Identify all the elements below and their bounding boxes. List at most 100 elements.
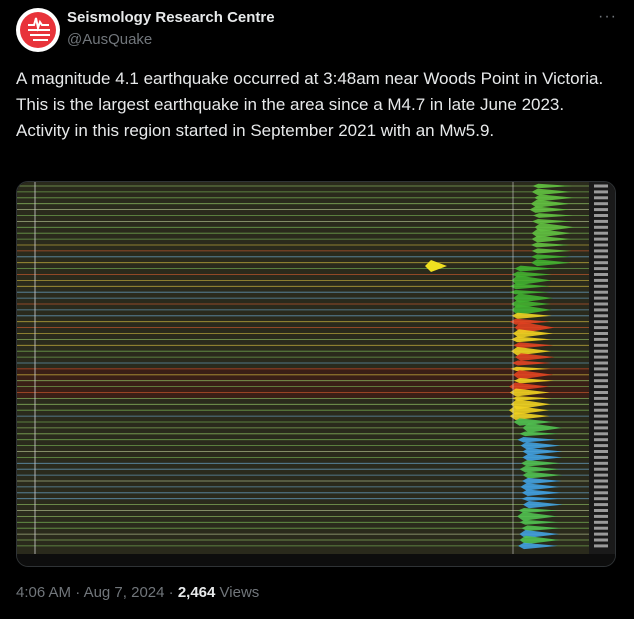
separator: · bbox=[168, 584, 174, 601]
burst bbox=[511, 312, 552, 319]
station-label bbox=[594, 308, 608, 312]
station-label bbox=[594, 444, 608, 448]
station-label bbox=[594, 497, 608, 501]
station-label bbox=[594, 461, 608, 465]
burst bbox=[531, 228, 572, 238]
tweet-text: A magnitude 4.1 earthquake occurred at 3… bbox=[16, 69, 604, 140]
station-label bbox=[594, 379, 608, 383]
burst bbox=[513, 418, 554, 426]
station-label bbox=[594, 455, 608, 459]
burst bbox=[531, 218, 572, 224]
station-label bbox=[594, 426, 608, 430]
burst bbox=[533, 213, 574, 218]
burst bbox=[522, 453, 563, 462]
station-label bbox=[594, 526, 608, 530]
author-name[interactable]: Seismology Research Centre bbox=[67, 9, 275, 26]
burst bbox=[530, 254, 571, 260]
station-label bbox=[594, 391, 608, 394]
media[interactable] bbox=[16, 181, 616, 567]
burst bbox=[531, 188, 572, 196]
burst bbox=[511, 360, 552, 366]
avatar[interactable] bbox=[16, 8, 60, 52]
burst bbox=[534, 222, 575, 232]
station-label bbox=[594, 373, 608, 377]
burst bbox=[530, 242, 571, 248]
station-label bbox=[594, 214, 608, 217]
burst bbox=[531, 248, 572, 254]
burst bbox=[521, 525, 562, 531]
station-label bbox=[594, 432, 608, 436]
burst bbox=[518, 507, 559, 514]
burst bbox=[509, 290, 550, 295]
burst bbox=[519, 431, 560, 437]
station-label bbox=[594, 467, 608, 471]
station-label bbox=[594, 503, 608, 507]
burst bbox=[511, 275, 552, 286]
burst bbox=[512, 329, 553, 338]
station-label bbox=[594, 249, 608, 253]
burst bbox=[520, 441, 561, 450]
burst bbox=[511, 271, 552, 278]
burst bbox=[521, 460, 562, 467]
station-label bbox=[594, 290, 608, 294]
station-label bbox=[594, 520, 608, 524]
burst bbox=[517, 436, 558, 443]
station-label bbox=[594, 544, 608, 548]
station-label bbox=[594, 450, 608, 453]
station-label bbox=[594, 514, 608, 518]
burst bbox=[522, 423, 563, 433]
station-label bbox=[594, 219, 608, 223]
burst bbox=[532, 183, 573, 189]
station-label bbox=[594, 261, 608, 265]
burst bbox=[517, 542, 558, 550]
station-label bbox=[594, 273, 608, 276]
burst bbox=[509, 382, 550, 391]
station-label bbox=[594, 278, 608, 282]
burst bbox=[509, 412, 550, 421]
station-label bbox=[594, 267, 608, 271]
station-label bbox=[594, 538, 608, 542]
date[interactable]: Aug 7, 2024 bbox=[83, 584, 165, 601]
station-label bbox=[594, 532, 608, 536]
station-label bbox=[594, 243, 608, 247]
burst bbox=[531, 235, 572, 243]
station-label bbox=[594, 196, 608, 200]
burst bbox=[521, 477, 562, 485]
station-label bbox=[594, 302, 608, 306]
station-label bbox=[594, 385, 608, 389]
burst bbox=[521, 496, 562, 501]
burst bbox=[519, 530, 560, 539]
author-handle[interactable]: @AusQuake bbox=[67, 31, 153, 48]
station-label bbox=[594, 414, 608, 418]
burst bbox=[513, 293, 554, 303]
time[interactable]: 4:06 AM bbox=[16, 584, 72, 601]
station-label bbox=[594, 326, 608, 330]
station-label bbox=[594, 296, 608, 300]
station-label bbox=[594, 479, 608, 483]
station-label bbox=[594, 190, 608, 194]
separator: · bbox=[75, 584, 81, 601]
burst bbox=[513, 342, 554, 349]
station-label bbox=[594, 361, 608, 365]
burst bbox=[513, 378, 554, 384]
burst bbox=[530, 199, 571, 208]
burst bbox=[517, 512, 558, 521]
station-label bbox=[594, 396, 608, 400]
more-button[interactable]: ··· bbox=[598, 8, 617, 25]
station-label bbox=[594, 231, 608, 235]
red-band bbox=[17, 368, 589, 398]
burst bbox=[520, 483, 561, 491]
station-label bbox=[594, 208, 608, 212]
burst bbox=[519, 519, 560, 525]
station-label bbox=[594, 343, 608, 347]
station-label bbox=[594, 509, 608, 512]
burst bbox=[522, 500, 563, 509]
station-label bbox=[594, 237, 608, 241]
burst bbox=[425, 260, 447, 272]
burst bbox=[511, 304, 552, 316]
station-label bbox=[594, 473, 608, 477]
burst bbox=[519, 465, 560, 473]
burst bbox=[514, 353, 555, 361]
burst bbox=[529, 206, 570, 213]
